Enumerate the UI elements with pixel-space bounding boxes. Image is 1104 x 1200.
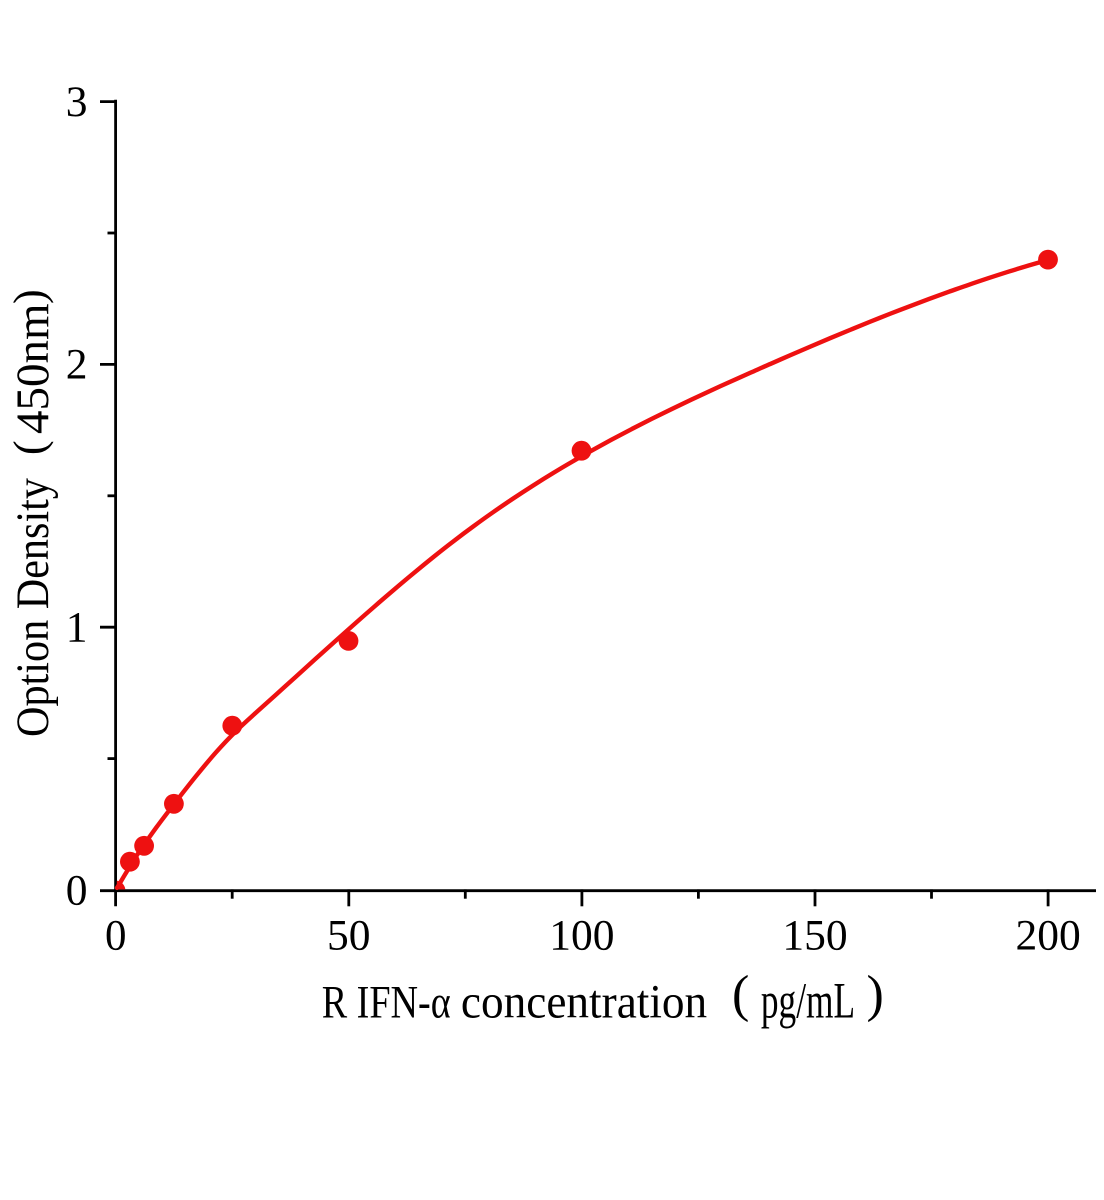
svg-text:(: (: [732, 966, 749, 1023]
svg-text:(: (: [5, 440, 54, 455]
svg-text:1: 1: [66, 604, 88, 652]
svg-text:): ): [5, 289, 54, 304]
svg-text:100: 100: [549, 911, 614, 959]
svg-text:concentration: concentration: [461, 976, 707, 1029]
svg-text:3: 3: [66, 78, 88, 126]
svg-text:): ): [867, 966, 884, 1023]
svg-text:2: 2: [66, 341, 88, 389]
svg-text:0: 0: [105, 911, 127, 959]
svg-text:pg/mL: pg/mL: [761, 974, 855, 1030]
svg-text:150: 150: [782, 911, 847, 959]
svg-text:0: 0: [66, 866, 88, 914]
svg-text:50: 50: [327, 911, 371, 959]
svg-text:200: 200: [1015, 911, 1080, 959]
svg-text:R IFN-α: R IFN-α: [322, 978, 451, 1029]
svg-text:Option Density: Option Density: [7, 478, 59, 737]
svg-text:450nm: 450nm: [7, 303, 59, 434]
